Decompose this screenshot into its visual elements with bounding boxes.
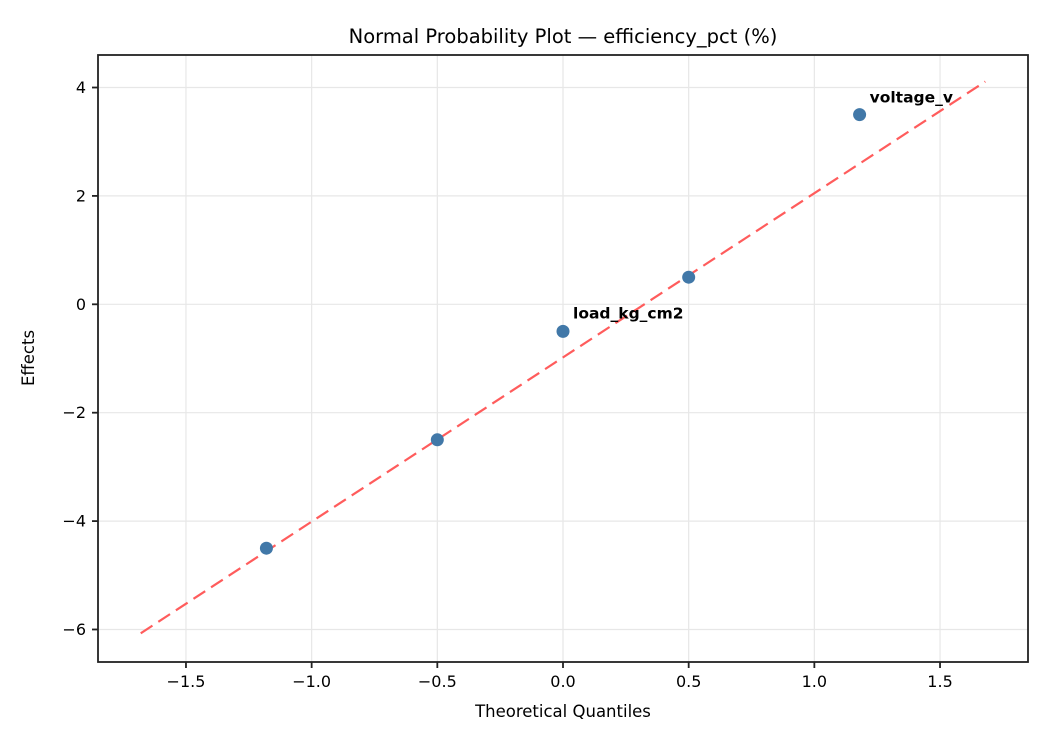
- x-axis-label: Theoretical Quantiles: [474, 702, 651, 721]
- chart-title: Normal Probability Plot — efficiency_pct…: [349, 25, 778, 48]
- y-tick-label: 4: [76, 78, 86, 97]
- data-point: [853, 108, 867, 122]
- data-point: [430, 433, 444, 447]
- x-tick-label: 0.0: [550, 672, 575, 691]
- y-tick-label: −2: [62, 403, 86, 422]
- point-annotation: voltage_v: [870, 89, 953, 107]
- y-tick-label: 2: [76, 186, 86, 205]
- x-tick-label: −1.5: [167, 672, 206, 691]
- y-tick-label: 0: [76, 295, 86, 314]
- data-point: [259, 541, 273, 555]
- y-tick-label: −4: [62, 512, 86, 531]
- reference-line: [140, 80, 986, 635]
- axis-ticks: −1.5 −1.0 −0.5 0.0 0.5 1.0 1.5 4 2 0 −2 −4 −6: [62, 78, 952, 691]
- x-tick-label: −1.0: [292, 672, 331, 691]
- point-annotation: load_kg_cm2: [573, 304, 684, 322]
- data-point: [556, 324, 570, 338]
- data-point: [682, 270, 696, 284]
- x-tick-label: 1.0: [802, 672, 827, 691]
- gridlines: [98, 55, 1028, 662]
- annotations: load_kg_cm2 voltage_v: [573, 89, 953, 323]
- x-tick-label: 0.5: [676, 672, 701, 691]
- x-tick-label: −0.5: [418, 672, 457, 691]
- data-layer: [140, 80, 986, 635]
- x-tick-label: 1.5: [927, 672, 952, 691]
- y-axis-label: Effects: [19, 330, 38, 386]
- y-tick-label: −6: [62, 620, 86, 639]
